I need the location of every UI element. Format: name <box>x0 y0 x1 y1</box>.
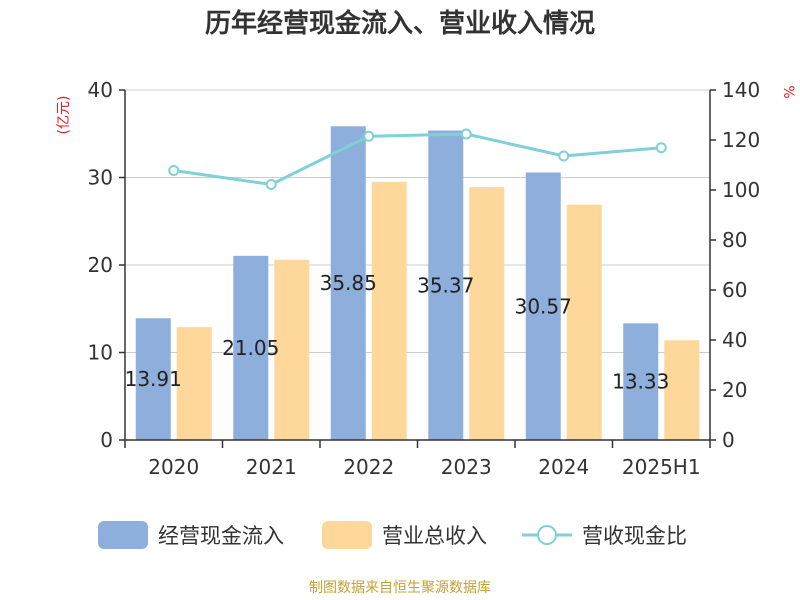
x-tick-label: 2022 <box>343 455 394 479</box>
y-right-tick-label: 80 <box>722 228 747 252</box>
bar-value-label: 35.85 <box>320 271 377 295</box>
bar-value-label: 30.57 <box>515 294 572 318</box>
legend-label-cash-inflow: 经营现金流入 <box>158 524 284 548</box>
bar-revenue <box>176 327 212 440</box>
legend: 经营现金流入 营业总收入 营收现金比 <box>98 521 687 549</box>
y-left-tick-label: 0 <box>100 428 113 452</box>
bar-revenue <box>469 187 505 440</box>
bar-revenue <box>274 259 310 440</box>
ratio-point <box>460 128 472 140</box>
bar-value-label: 13.33 <box>612 370 669 394</box>
bar-revenue <box>566 204 602 440</box>
bars <box>135 126 700 440</box>
ratio-point <box>168 165 180 176</box>
y-right-tick-label: 60 <box>722 278 747 302</box>
legend-label-revenue: 营业总收入 <box>382 524 487 548</box>
grid <box>125 89 710 353</box>
chart-title: 历年经营现金流入、营业收入情况 <box>205 8 595 39</box>
y-right-label: % <box>780 85 796 98</box>
bar-revenue <box>664 340 700 440</box>
ratio-line <box>168 128 667 190</box>
bar-cash-inflow <box>623 323 659 440</box>
y-right-tick-label: 120 <box>722 128 760 152</box>
y-left-tick-label: 20 <box>88 253 113 277</box>
bar-cash-inflow <box>233 255 269 440</box>
y-right-tick-label: 0 <box>722 428 735 452</box>
ratio-point <box>363 130 375 142</box>
y-right-tick-label: 40 <box>722 328 747 352</box>
bar-labels: 13.91 21.05 35.85 35.37 30.57 13.33 <box>125 271 670 394</box>
x-tick-label: 2024 <box>538 455 589 479</box>
y-right-tick-label: 140 <box>722 78 760 102</box>
axes: 0 10 20 30 40 0 20 40 60 80 100 120 140 2020 2021 2022 2… <box>88 78 761 479</box>
bar-cash-inflow <box>330 126 366 440</box>
x-tick-label: 2021 <box>246 455 297 479</box>
ratio-point <box>265 179 277 190</box>
ratio-line-path <box>173 132 662 187</box>
bar-value-label: 21.05 <box>222 336 279 360</box>
legend-swatch-cash-inflow <box>98 521 148 549</box>
y-left-tick-label: 30 <box>88 166 113 190</box>
legend-label-ratio: 营收现金比 <box>582 524 687 548</box>
source-note: 制图数据来自恒生聚源数据库 <box>309 580 491 596</box>
ratio-point <box>655 142 667 154</box>
y-right-tick-label: 100 <box>722 178 760 202</box>
bar-revenue <box>371 181 407 440</box>
ratio-point <box>558 150 570 162</box>
bar-cash-inflow <box>428 130 464 440</box>
bar-cash-inflow <box>135 318 171 440</box>
bar-cash-inflow <box>525 172 561 440</box>
x-tick-label: 2020 <box>148 455 199 479</box>
bar-value-label: 13.91 <box>125 367 182 391</box>
bar-value-label: 35.37 <box>417 273 474 297</box>
legend-marker-ratio <box>537 525 557 545</box>
y-right-tick-label: 20 <box>722 378 747 402</box>
x-tick-label: 2023 <box>441 455 492 479</box>
y-left-tick-label: 40 <box>88 78 113 102</box>
x-tick-label: 2025H1 <box>622 455 701 479</box>
y-left-label: (亿元) <box>56 96 72 135</box>
legend-swatch-revenue <box>322 521 372 549</box>
y-left-tick-label: 10 <box>88 341 113 365</box>
